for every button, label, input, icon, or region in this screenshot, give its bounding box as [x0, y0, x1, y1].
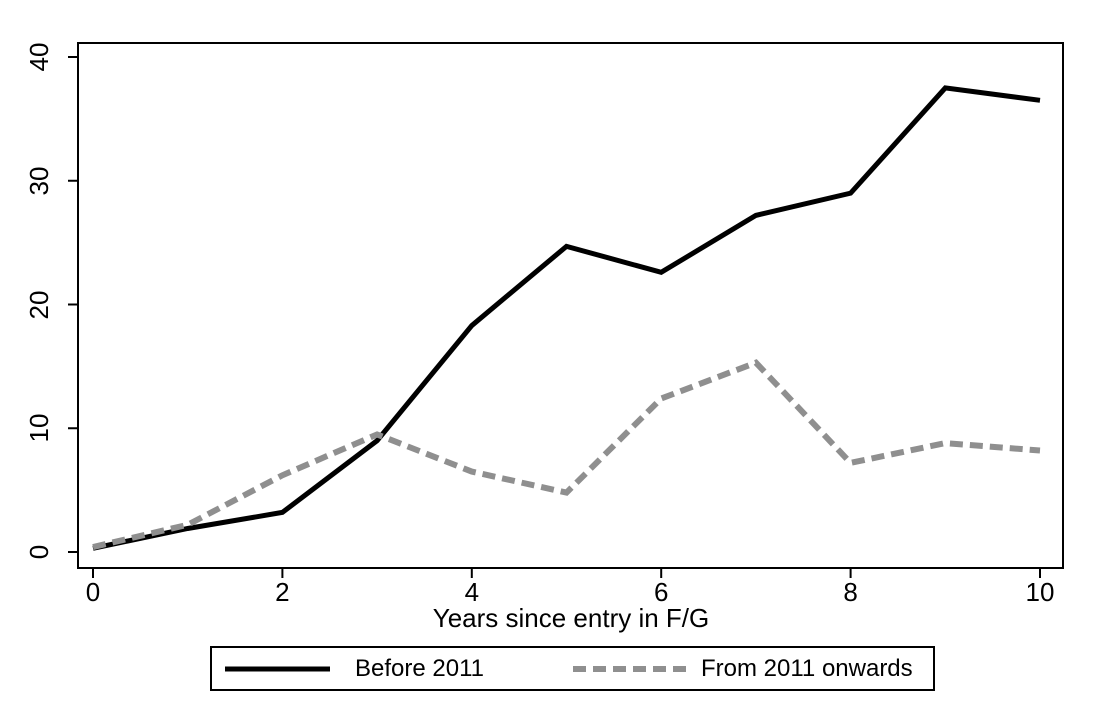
series-line-before-2011: [92, 85, 1041, 551]
y-tick-label: 10: [24, 413, 54, 443]
y-tick-label: 0: [24, 544, 54, 560]
y-tick-label: 20: [24, 290, 54, 319]
y-tick-label: 30: [24, 166, 54, 196]
x-tick-label: 4: [464, 577, 480, 607]
x-tick-label: 8: [843, 577, 858, 607]
legend-label-from-2011-onwards: From 2011 onwards: [701, 654, 913, 682]
x-tick-label: 6: [653, 577, 669, 607]
x-tick-label: 10: [1025, 577, 1055, 607]
plot-border: [77, 42, 1064, 569]
x-tick-label: 2: [275, 577, 290, 607]
x-tick-label: 0: [85, 577, 101, 607]
series-line-from-2011-onwards: [92, 359, 1041, 550]
y-tick-label: 40: [24, 42, 54, 72]
legend-line-sample-solid: [225, 666, 330, 671]
legend-line-sample-dashed: [573, 665, 686, 672]
legend: Before 2011 From 2011 onwards: [210, 646, 935, 691]
x-axis-title: Years since entry in F/G: [432, 603, 710, 633]
legend-label-before-2011: Before 2011: [355, 654, 484, 682]
